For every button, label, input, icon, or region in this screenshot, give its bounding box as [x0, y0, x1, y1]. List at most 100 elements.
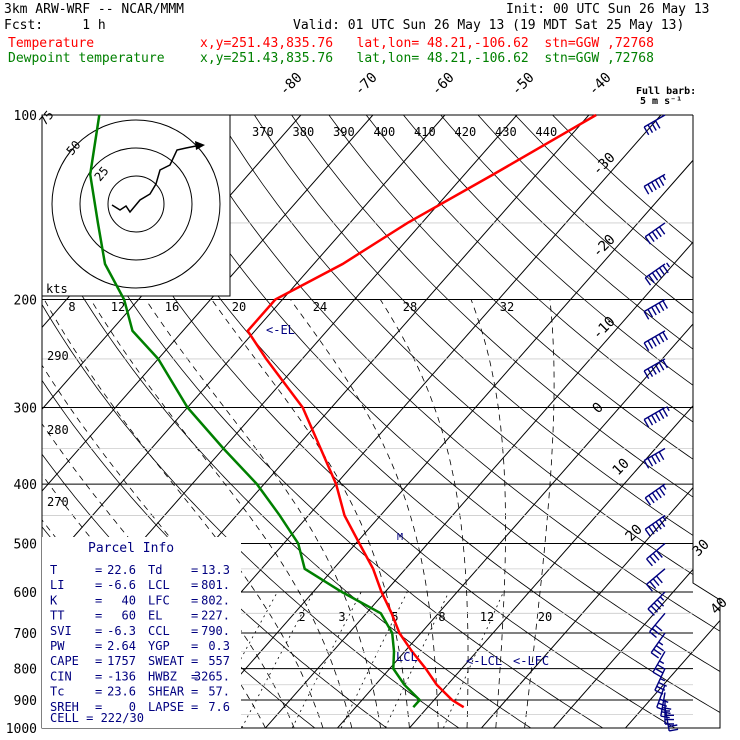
- parcel-param-eq: =: [95, 624, 102, 638]
- parcel-param-value: 57.: [208, 685, 230, 699]
- parcel-param-name: CAPE: [50, 654, 79, 668]
- dry-adiabat-line: [216, 115, 720, 728]
- parcel-param-value: 22.6: [107, 563, 136, 577]
- wind-barb-shaft: [644, 262, 671, 286]
- ccl-annotation: LCL: [396, 650, 418, 664]
- wind-barb: [644, 222, 666, 245]
- wind-barb: [654, 668, 667, 695]
- parcel-param-value: 557: [208, 654, 230, 668]
- isotherm-line: [325, 115, 720, 728]
- wind-barb: [646, 542, 666, 567]
- wind-barb: [656, 684, 669, 712]
- parcel-param-value: 790.: [201, 624, 230, 638]
- parcel-param-name: T: [50, 563, 57, 577]
- valid-time: Valid: 01 UTC Sun 26 May 13 (19 MDT Sat …: [293, 18, 685, 33]
- dry-adiabat-line: [365, 115, 720, 728]
- parcel-param-value: 60: [122, 609, 136, 623]
- parcel-param-name: HWBZ: [148, 669, 177, 683]
- pressure-tick-label: 800: [14, 663, 37, 678]
- isotherm-label: -10: [590, 314, 619, 343]
- theta-e-label: 24: [313, 300, 327, 314]
- wind-barb-shaft: [643, 358, 669, 380]
- wind-barb: [644, 483, 667, 506]
- hodograph-arrowhead: [195, 141, 205, 150]
- parcel-param-eq: =: [95, 563, 102, 577]
- parcel-cell-motion: CELL = 222/30: [50, 711, 144, 725]
- mixing-ratio-label: 8: [438, 610, 445, 624]
- forecast-hour: Fcst: 1 h: [4, 18, 106, 33]
- wind-barb-shaft: [644, 222, 666, 245]
- wind-barb: [649, 612, 666, 639]
- theta-e-label: 32: [500, 300, 514, 314]
- parcel-param-name: Td: [148, 563, 162, 577]
- wind-barb-shaft: [654, 668, 667, 695]
- wind-barb-shaft: [656, 684, 669, 712]
- parcel-param-name: CCL: [148, 624, 170, 638]
- mixing-ratio-label: 2: [298, 610, 305, 624]
- parcel-param-name: SHEAR: [148, 685, 185, 699]
- parcel-param-name: LFC: [148, 593, 170, 607]
- wind-barb-shaft: [643, 298, 669, 320]
- dry-adiabat-line: [440, 115, 720, 728]
- hodograph-units-label: kts: [46, 282, 68, 296]
- parcel-param-eq: =: [191, 639, 198, 653]
- wind-barb: [650, 632, 666, 659]
- parcel-param-name: TT: [50, 609, 64, 623]
- lfc-annotation: <-LFC: [513, 654, 549, 668]
- isotherm-label: -30: [590, 150, 619, 179]
- legend-temperature-label: Temperature: [8, 36, 95, 51]
- pressure-tick-label: 100: [14, 109, 37, 124]
- parcel-param-value: -6.6: [107, 578, 136, 592]
- isotherm-label: -50: [509, 70, 538, 99]
- wind-barb: [643, 298, 669, 320]
- isotherm-label: -40: [586, 70, 615, 99]
- isotherm-line: [181, 115, 720, 728]
- parcel-param-eq: =: [191, 563, 198, 577]
- parcel-param-value: 801.: [201, 578, 230, 592]
- parcel-param-eq: =: [191, 685, 198, 699]
- parcel-param-name: YGP: [148, 639, 170, 653]
- dry-adiabat-label: 290: [47, 349, 69, 363]
- wind-barb-shaft: [647, 591, 666, 616]
- wind-barb: [652, 651, 666, 678]
- el-annotation: <-EL: [266, 323, 295, 337]
- dry-adiabat-line: [403, 115, 720, 728]
- isotherm-label: 10: [610, 456, 633, 479]
- parcel-param-eq: =: [191, 609, 198, 623]
- theta-e-label: 20: [232, 300, 246, 314]
- theta-e-label: 8: [68, 300, 75, 314]
- dry-adiabat-line: [328, 115, 720, 728]
- parcel-param-name: EL: [148, 609, 162, 623]
- model-title: 3km ARW-WRF -- NCAR/MMM: [4, 2, 185, 17]
- pressure-tick-label: 700: [14, 627, 37, 642]
- wind-barb-shaft: [649, 612, 666, 639]
- parcel-param-value: 3265.: [194, 669, 230, 683]
- dry-adiabat-line: [42, 115, 551, 728]
- dry-adiabat-line: [104, 115, 720, 728]
- lcl-annotation: <-LCL: [466, 654, 502, 668]
- parcel-param-eq: =: [191, 654, 198, 668]
- wind-key-units: 5 m s⁻¹: [640, 96, 682, 107]
- theta-e-label: 16: [165, 300, 179, 314]
- wind-barb-shaft: [644, 483, 667, 506]
- wind-barb: [644, 514, 667, 538]
- wind-barb-shaft: [652, 651, 666, 678]
- wind-barb-shaft: [643, 114, 666, 136]
- parcel-param-eq: =: [95, 685, 102, 699]
- wind-barb-shaft: [643, 406, 670, 428]
- wind-barb-shaft: [643, 330, 669, 352]
- parcel-param-value: 13.3: [201, 563, 230, 577]
- pressure-tick-label: 600: [14, 586, 37, 601]
- hodograph-trace: [111, 145, 197, 214]
- wind-barb-shaft: [643, 173, 667, 195]
- parcel-param-value: -136: [107, 669, 136, 683]
- wind-barb: [647, 591, 666, 616]
- legend-temperature-info: x,y=251.43,835.76 lat,lon= 48.21,-106.62…: [200, 36, 654, 51]
- dry-adiabat-line: [254, 115, 720, 728]
- wind-barb-shaft: [646, 542, 666, 567]
- isotherm-line: [0, 115, 13, 740]
- parcel-param-eq: =: [191, 624, 198, 638]
- isotherm-label: -20: [590, 232, 619, 261]
